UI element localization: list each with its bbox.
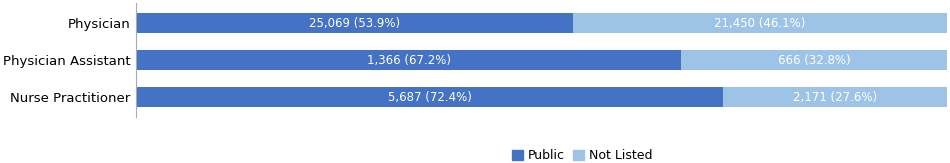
Bar xyxy=(723,87,947,107)
Legend: Public, Not Listed: Public, Not Listed xyxy=(507,144,657,163)
Bar xyxy=(136,87,723,107)
Text: 666 (32.8%): 666 (32.8%) xyxy=(778,54,850,67)
Text: 2,171 (27.6%): 2,171 (27.6%) xyxy=(793,90,877,104)
Bar xyxy=(573,14,947,33)
Bar xyxy=(681,51,947,70)
Text: 5,687 (72.4%): 5,687 (72.4%) xyxy=(388,90,471,104)
Text: 21,450 (46.1%): 21,450 (46.1%) xyxy=(714,17,806,30)
Bar xyxy=(136,14,573,33)
Bar xyxy=(136,51,681,70)
Text: 25,069 (53.9%): 25,069 (53.9%) xyxy=(309,17,400,30)
Text: 1,366 (67.2%): 1,366 (67.2%) xyxy=(367,54,450,67)
